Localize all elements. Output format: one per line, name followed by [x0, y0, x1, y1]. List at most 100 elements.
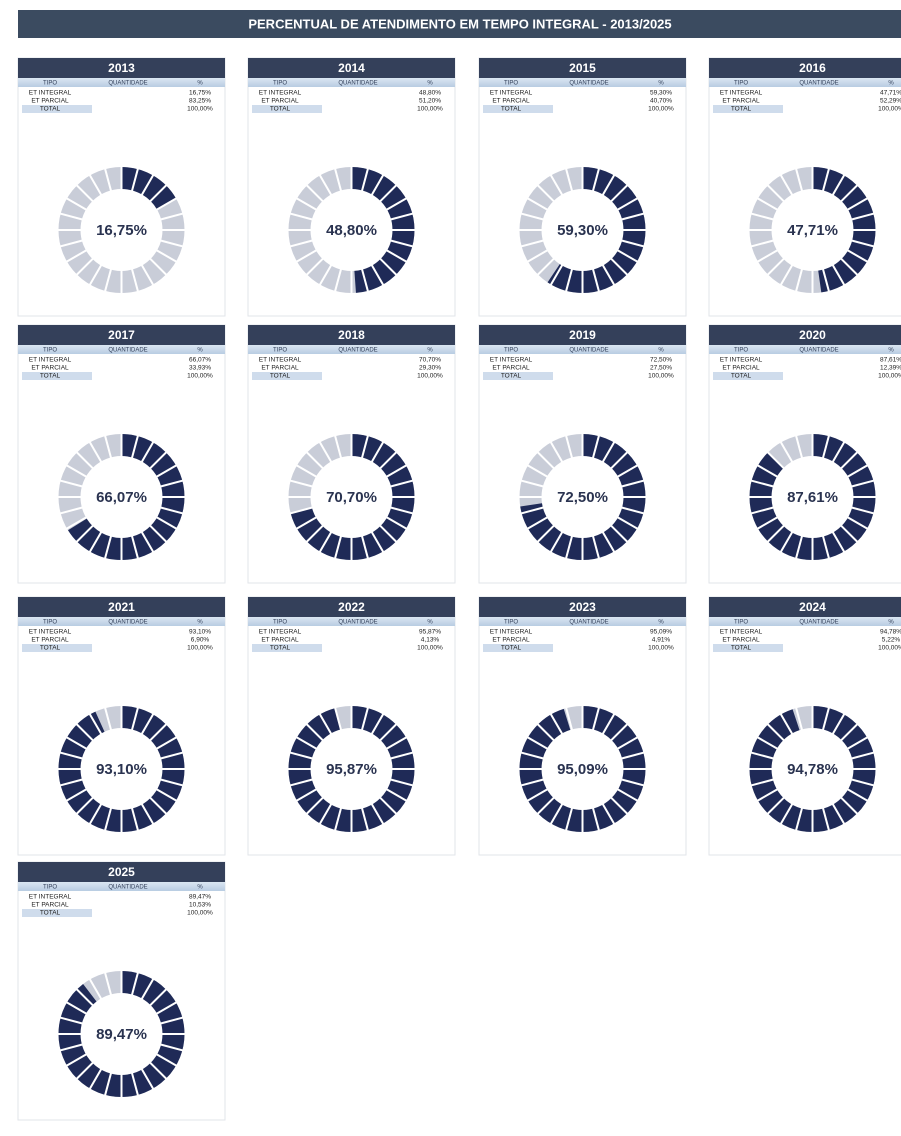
donut-label: 89,47%: [96, 1026, 147, 1043]
segment-gap: [821, 706, 831, 731]
card: 2017 TIPO QUANTIDADE % ET INTEGRAL 66,07% ET P…: [17, 324, 226, 584]
segment-gap: [794, 807, 804, 832]
table-header: QUANTIDADE: [569, 620, 608, 626]
table-cell: 52,29%: [880, 98, 901, 105]
segment-gap: [526, 736, 549, 750]
segment-gap: [130, 971, 140, 996]
segment-gap: [140, 264, 155, 286]
segment-gap: [850, 239, 875, 248]
segment-gap: [846, 464, 869, 478]
segment-gap: [140, 803, 155, 825]
segment-gap: [601, 441, 616, 463]
total-row-bg: [252, 644, 322, 652]
segment-gap: [536, 451, 555, 470]
segment-gap: [289, 479, 314, 488]
segment-gap: [846, 788, 869, 802]
segment-gap: [75, 257, 94, 276]
segment-gap: [756, 197, 779, 211]
segment-gap: [564, 706, 574, 731]
segment-gap: [103, 1072, 113, 1097]
donut-label: 87,61%: [787, 489, 838, 506]
segment-gap: [75, 524, 94, 543]
segment-gap: [549, 174, 564, 196]
segment-gap: [370, 441, 385, 463]
segment-gap: [520, 239, 545, 248]
total-row-bg: [483, 105, 553, 113]
segment-gap: [794, 535, 804, 560]
segment-gap: [620, 239, 645, 248]
segment-gap: [65, 788, 88, 802]
table-cell: ET INTEGRAL: [720, 357, 763, 364]
table-cell: ET PARCIAL: [261, 98, 299, 105]
segment-gap: [149, 988, 168, 1007]
card-year: 2025: [108, 865, 135, 879]
segment-gap: [564, 268, 574, 293]
segment-gap: [750, 239, 775, 248]
segment-gap: [564, 434, 574, 459]
card-header: [18, 58, 225, 78]
segment-gap: [155, 788, 178, 802]
table-cell: 87,61%: [880, 357, 901, 364]
segment-gap: [610, 451, 629, 470]
segment-gap: [766, 257, 785, 276]
segment-gap: [794, 706, 804, 731]
table-cell: 100,00%: [187, 373, 213, 380]
segment-gap: [779, 264, 794, 286]
segment-gap: [750, 506, 775, 515]
table-cell: 40,70%: [650, 98, 672, 105]
card: 2023 TIPO QUANTIDADE % ET INTEGRAL 95,09% ET P…: [478, 596, 687, 856]
segment-gap: [65, 516, 88, 530]
table-header: QUANTIDADE: [108, 348, 147, 354]
segment-gap: [130, 1072, 140, 1097]
table-cell: 100,00%: [187, 106, 213, 113]
table-cell: 95,87%: [419, 629, 441, 636]
table-cell: 48,80%: [419, 90, 441, 97]
table-cell: 100,00%: [878, 106, 901, 113]
segment-gap: [103, 706, 113, 731]
card-header: [709, 58, 901, 78]
segment-gap: [159, 751, 184, 760]
donut-label: 72,50%: [557, 489, 608, 506]
segment-gap: [850, 479, 875, 488]
table-cell: TOTAL: [501, 373, 522, 380]
segment-gap: [333, 268, 343, 293]
segment-gap: [305, 451, 324, 470]
table-cell: 100,00%: [187, 645, 213, 652]
segment-gap: [318, 713, 333, 735]
card-header: [18, 862, 225, 882]
segment-gap: [159, 239, 184, 248]
segment-gap: [289, 212, 314, 221]
segment-gap: [601, 803, 616, 825]
segment-gap: [766, 184, 785, 203]
table-cell: 12,39%: [880, 365, 901, 372]
segment-gap: [59, 506, 84, 515]
table-cell: ET INTEGRAL: [259, 90, 302, 97]
table-header: TIPO: [504, 348, 518, 354]
table-cell: ET PARCIAL: [722, 637, 760, 644]
segment-gap: [620, 479, 645, 488]
segment-gap: [75, 1061, 94, 1080]
table-header-bg: [18, 345, 225, 354]
segment-gap: [65, 249, 88, 263]
segment-gap: [289, 778, 314, 787]
segment-gap: [840, 257, 859, 276]
table-header: QUANTIDADE: [799, 348, 838, 354]
segment-gap: [130, 434, 140, 459]
card-header: [709, 325, 901, 345]
segment-gap: [389, 212, 414, 221]
table-header: %: [658, 348, 664, 354]
card-header: [709, 597, 901, 617]
segment-gap: [305, 723, 324, 742]
segment-gap: [591, 268, 601, 293]
table-header: TIPO: [43, 348, 57, 354]
segment-gap: [831, 441, 846, 463]
segment-gap: [305, 184, 324, 203]
segment-gap: [750, 751, 775, 760]
segment-gap: [846, 197, 869, 211]
segment-gap: [318, 803, 333, 825]
segment-gap: [520, 506, 545, 515]
table-cell: TOTAL: [731, 373, 752, 380]
segment-gap: [756, 464, 779, 478]
segment-gap: [159, 479, 184, 488]
